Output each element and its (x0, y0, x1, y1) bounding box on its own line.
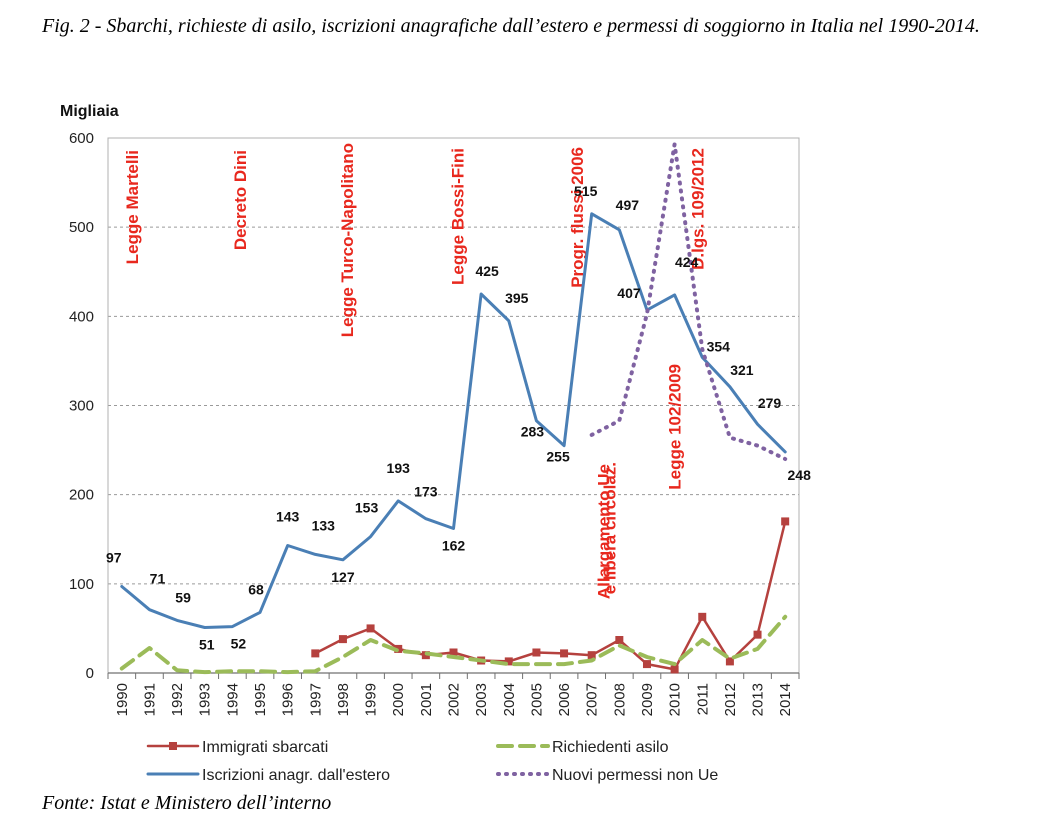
sbarchi-marker (781, 517, 790, 526)
x-tick-label: 1990 (114, 683, 131, 716)
annotation-label: e libera circolaz. (600, 462, 619, 594)
legend-label: Nuovi permessi non Ue (552, 767, 718, 784)
sbarchi-marker (670, 665, 679, 674)
axes: 0 100 200 300 400 500 600 Migliaia 1990 1991 1992 1… (60, 103, 800, 716)
data-label: 395 (505, 290, 529, 306)
legend-label: Immigrati sbarcati (202, 739, 328, 756)
legend-label: Iscrizioni anagr. dall'estero (202, 767, 390, 784)
data-label: 248 (788, 467, 812, 483)
sbarchi-marker (698, 612, 707, 621)
y-tick-label: 0 (86, 665, 94, 682)
x-tick-label: 2006 (556, 683, 573, 716)
sbarchi-marker (642, 660, 651, 669)
data-label: 255 (546, 449, 570, 465)
series-line-1 (314, 520, 787, 671)
annotation-label: Legge Bossi-Fini (449, 148, 468, 285)
x-tick-label: 2002 (446, 683, 463, 716)
data-label: 97 (106, 550, 122, 566)
sbarchi-marker (560, 649, 569, 658)
series-line-3 (589, 142, 788, 461)
annotations: Legge Martelli Decreto Dini Legge Turco-Na… (123, 143, 707, 599)
sbarchi-marker (587, 651, 596, 660)
x-tick-label: 1997 (307, 683, 324, 716)
sbarchi-marker (532, 648, 541, 657)
data-label: 59 (175, 589, 191, 605)
data-label: 162 (442, 538, 466, 554)
legend-marker (169, 742, 177, 750)
x-tick-label: 2004 (501, 683, 518, 716)
data-label: 279 (758, 395, 782, 411)
source-note: Fonte: Istat e Ministero dell’interno (42, 792, 332, 814)
x-tick-label: 1994 (224, 683, 241, 716)
sbarchi-marker (311, 649, 320, 658)
data-label: 153 (355, 500, 379, 516)
series-line-2 (119, 614, 788, 675)
x-tick-label: 1992 (169, 683, 186, 716)
x-tick-label: 2001 (418, 683, 435, 716)
y-tick-label: 200 (69, 487, 94, 504)
y-tick-label: 300 (69, 398, 94, 415)
x-tick-label: 2009 (639, 683, 656, 716)
data-label: 425 (475, 263, 499, 279)
sbarchi-marker (753, 630, 762, 639)
data-label: 51 (199, 637, 215, 653)
x-tick-label: 2003 (473, 683, 490, 716)
data-label: 68 (248, 581, 264, 597)
x-tick-label: 1993 (197, 683, 214, 716)
sbarchi-marker (366, 624, 375, 633)
x-tick-label: 1999 (363, 683, 380, 716)
x-tick-label: 2013 (750, 683, 767, 716)
sbarchi-marker (504, 657, 513, 666)
figure-caption: Fig. 2 - Sbarchi, richieste di asilo, is… (42, 15, 980, 37)
data-label: 407 (617, 285, 641, 301)
annotation-label: Decreto Dini (231, 150, 250, 250)
x-tick-label: 2011 (694, 683, 711, 715)
x-tick-label: 2007 (584, 683, 601, 716)
sbarchi-marker (725, 657, 734, 666)
data-label: 173 (414, 484, 438, 500)
y-tick-label: 100 (69, 576, 94, 593)
series (119, 142, 790, 675)
y-axis-title: Migliaia (60, 103, 119, 120)
data-label: 71 (150, 571, 166, 587)
data-label: 321 (730, 362, 754, 378)
data-label: 424 (675, 254, 699, 270)
x-tick-label: 2005 (528, 683, 545, 716)
annotation-label: D.lgs. 109/2012 (688, 148, 707, 270)
x-tick-label: 2012 (722, 683, 739, 716)
legend-label: Richiedenti asilo (552, 739, 669, 756)
series-line-0 (120, 212, 787, 629)
data-label: 193 (387, 460, 411, 476)
annotation-label: Progr. flussi 2006 (568, 147, 587, 288)
data-label: 52 (231, 636, 247, 652)
data-label: 127 (331, 569, 355, 585)
data-label: 283 (521, 424, 545, 440)
x-tick-label: 1991 (141, 683, 158, 716)
x-tick-label: 2000 (390, 683, 407, 716)
y-tick-label: 400 (69, 308, 94, 325)
legend: Immigrati sbarcati Richiedenti asilo Iscri… (146, 739, 718, 784)
data-label: 354 (707, 338, 731, 354)
data-label: 133 (312, 517, 336, 533)
y-tick-label: 600 (69, 130, 94, 147)
x-tick-label: 2014 (777, 683, 794, 716)
sbarchi-marker (449, 648, 458, 657)
data-label: 515 (574, 183, 598, 199)
x-tick-label: 2010 (667, 683, 684, 716)
annotation-label: Legge Martelli (123, 150, 142, 264)
x-tick-label: 1995 (252, 683, 269, 716)
x-tick-label: 1998 (335, 683, 352, 716)
data-label: 497 (616, 197, 640, 213)
sbarchi-marker (615, 636, 624, 645)
data-label: 143 (276, 508, 300, 524)
x-tick-label: 1996 (280, 683, 297, 716)
annotation-label: Allargamento Ue (595, 464, 614, 599)
sbarchi-marker (338, 635, 347, 644)
y-tick-label: 500 (69, 219, 94, 236)
annotation-label: Legge Turco-Napolitano (338, 143, 357, 337)
x-tick-label: 2008 (611, 683, 628, 716)
annotation-label: Legge 102/2009 (666, 364, 685, 490)
